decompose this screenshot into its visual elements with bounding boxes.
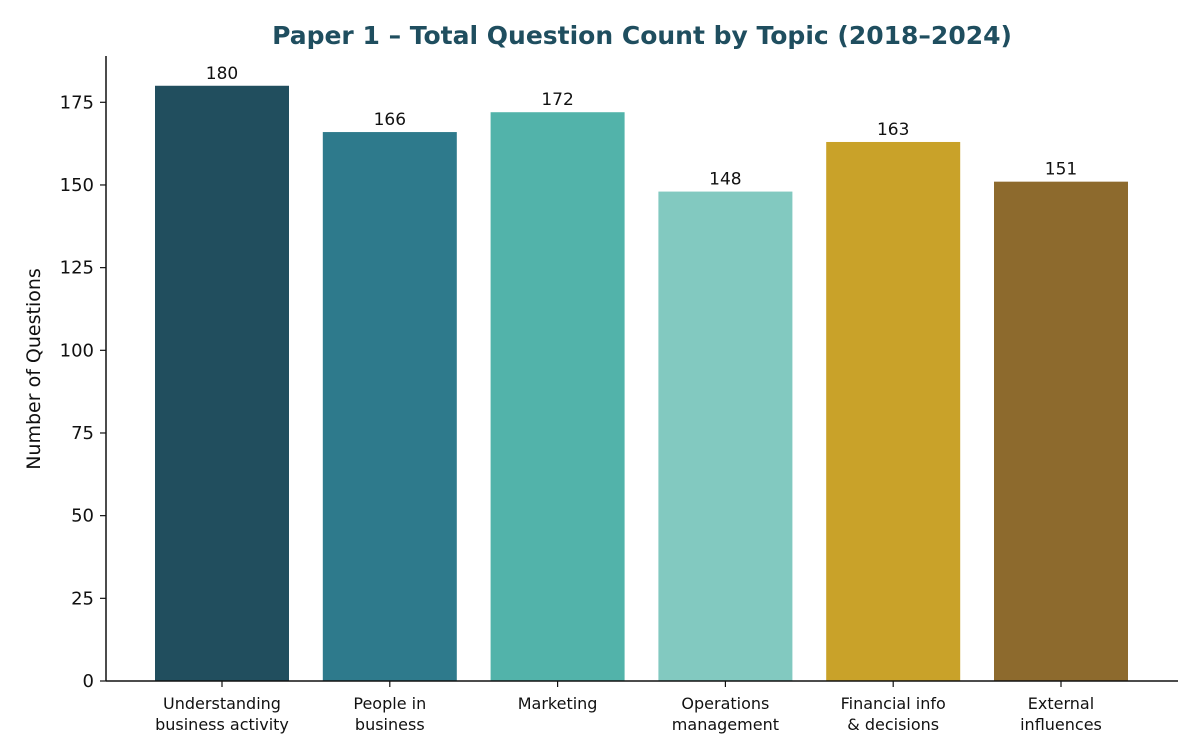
y-tick-label: 100 [60,340,94,361]
y-tick-label: 125 [60,258,94,279]
x-category-label-line: People in [353,694,426,713]
y-tick-label: 25 [71,588,94,609]
x-category-label-line: & decisions [847,715,939,734]
bar [490,112,625,682]
bar-value-label: 163 [877,120,909,140]
chart-title: Paper 1 – Total Question Count by Topic … [272,21,1012,50]
y-tick-label: 150 [60,175,94,196]
bar-value-label: 148 [709,170,741,190]
x-category-label: External influences [1020,694,1102,734]
y-axis-label: Number of Questions [23,268,45,470]
x-category-label: Operations management [672,694,779,734]
x-category-label-line: External [1028,694,1094,713]
bar-value-label: 172 [541,90,573,110]
x-category-label: Marketing [518,694,598,713]
bar [322,132,457,681]
bar [994,181,1128,681]
x-category-label-line: Understanding [163,694,281,713]
bars-group [155,85,1128,682]
x-axis-labels: Understanding business activity People in b… [155,681,1102,734]
x-category-label-line: management [672,715,779,734]
x-category-label-line: Operations [681,694,769,713]
y-tick-label: 0 [83,671,94,692]
x-category-label-line: influences [1020,715,1102,734]
bar [658,191,793,681]
x-category-label-line: business activity [155,715,289,734]
x-category-label: Financial info & decisions [841,694,946,734]
x-category-label-line: business [355,715,425,734]
bar-value-label: 166 [374,110,406,130]
bar [155,85,289,681]
data-labels-group: 180 166 172 148 163 151 [206,64,1077,190]
bar [826,141,961,682]
x-category-label-line: Financial info [841,694,946,713]
x-category-label: Understanding business activity [155,694,289,734]
y-tick-label: 50 [71,506,94,527]
x-category-label: People in business [353,694,426,734]
x-category-label-line: Marketing [518,694,598,713]
y-tick-label: 75 [71,423,94,444]
bar-value-label: 180 [206,64,238,84]
bar-value-label: 151 [1045,160,1077,180]
y-tick-label: 175 [60,92,94,113]
y-axis-ticks: 0 25 50 75 100 125 150 175 [60,92,106,692]
